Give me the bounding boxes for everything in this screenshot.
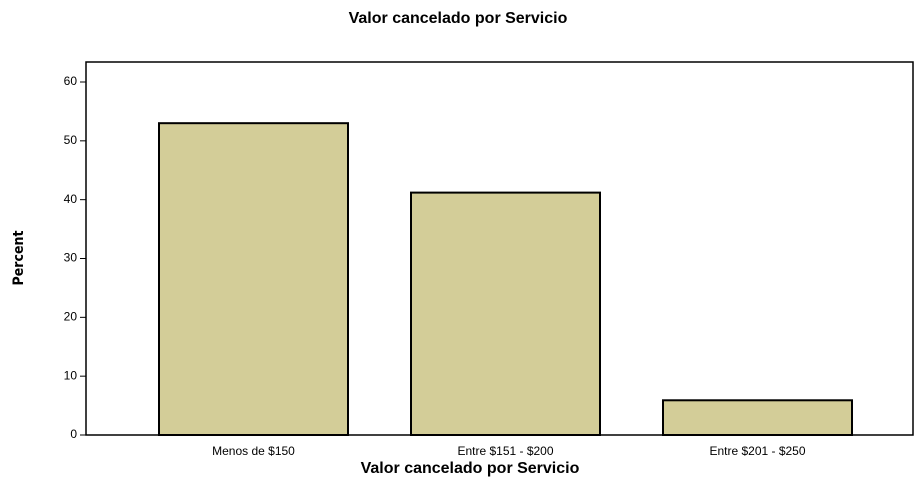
y-axis-label: Percent — [11, 231, 27, 286]
chart-title: Valor cancelado por Servicio — [349, 10, 568, 27]
bar — [410, 191, 601, 436]
y-tick-label: 10 — [64, 368, 78, 382]
y-tick-label: 50 — [64, 133, 78, 147]
x-tick-label: Menos de $150 — [212, 444, 295, 458]
x-axis-label: Valor cancelado por Servicio — [361, 460, 580, 477]
bar — [158, 122, 349, 436]
x-tick-label: Entre $201 - $250 — [709, 444, 805, 458]
y-tick-label: 0 — [70, 427, 77, 441]
y-tick-label: 20 — [64, 310, 78, 324]
bar — [662, 399, 853, 436]
y-tick-label: 60 — [64, 74, 78, 88]
y-tick-label: 40 — [64, 192, 78, 206]
y-tick-label: 30 — [64, 251, 78, 265]
x-tick-label: Entre $151 - $200 — [457, 444, 553, 458]
